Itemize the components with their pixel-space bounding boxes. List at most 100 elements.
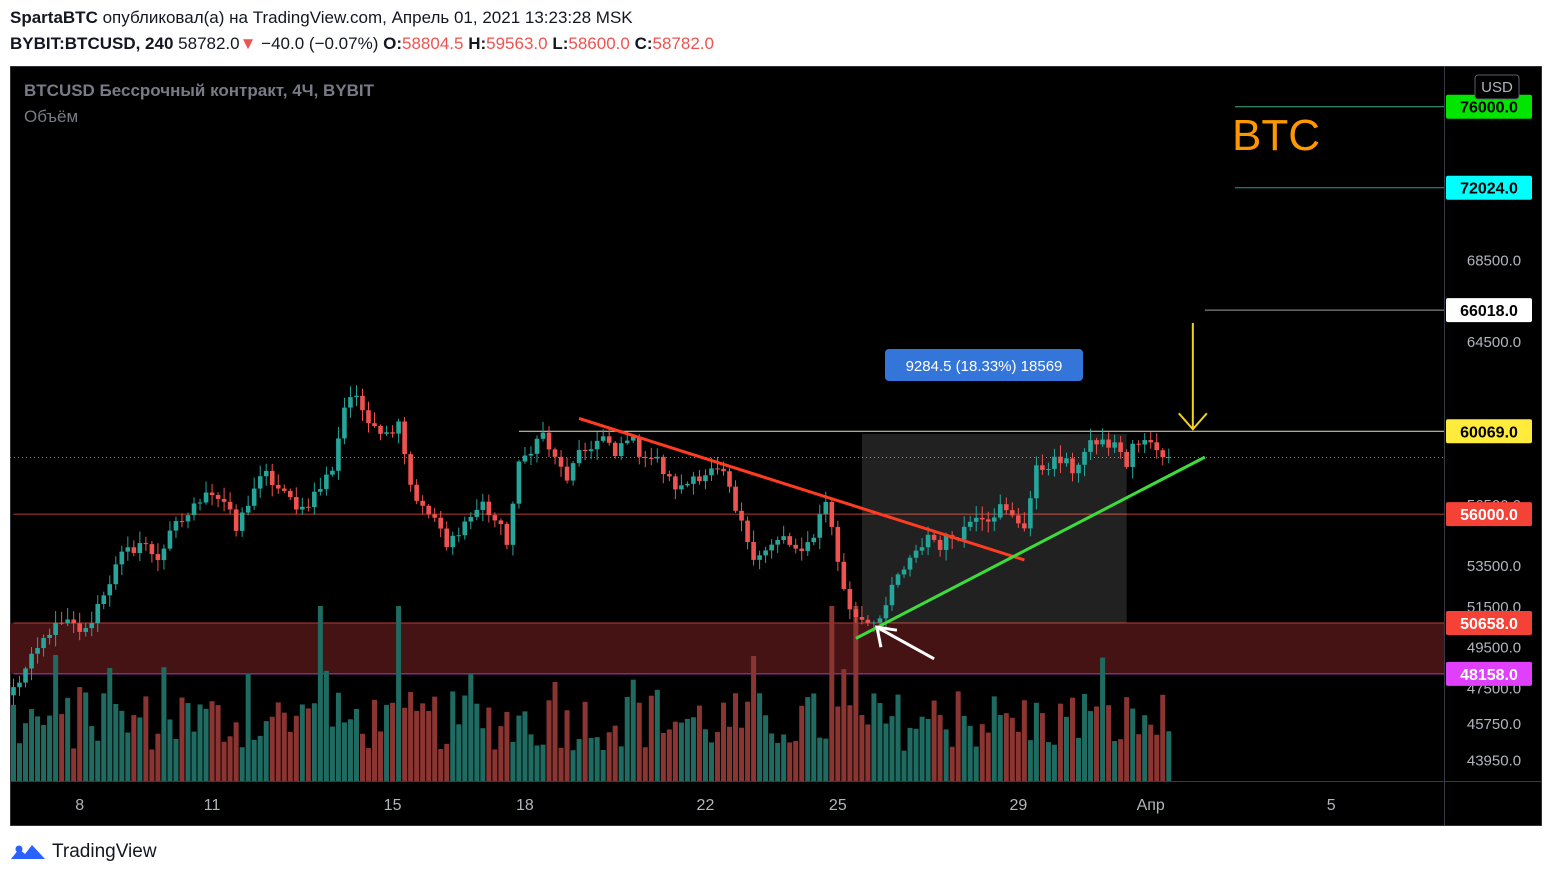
volume-bar — [666, 729, 672, 781]
candle-body — [324, 474, 329, 490]
measure-label-box[interactable] — [885, 349, 1083, 381]
volume-bar — [1027, 740, 1033, 781]
volume-bar — [714, 732, 720, 781]
x-tick-label: 8 — [75, 797, 84, 814]
volume-bar — [275, 702, 281, 781]
price-level-badge — [1446, 175, 1532, 200]
volume-bar — [522, 711, 528, 781]
chart-panel[interactable]: 43950.045750.047500.049500.051500.053500… — [10, 66, 1542, 826]
candle-body — [925, 534, 931, 548]
close-value: 58782.0 — [652, 34, 714, 53]
candle-body — [35, 648, 40, 654]
volume-bar — [654, 689, 660, 781]
candle-body — [402, 421, 407, 455]
volume-bar — [335, 692, 341, 781]
y-tick-label: 49500.0 — [1467, 640, 1521, 657]
candle-body — [336, 438, 341, 471]
volume-bar — [642, 747, 648, 781]
candle-body — [191, 503, 197, 516]
volume-bar — [347, 719, 353, 781]
volume-bar — [841, 669, 847, 781]
volume-bar — [450, 691, 456, 781]
candle-body — [877, 618, 883, 623]
publication-info: SpartaBTC опубликовал(а) на TradingView.… — [10, 8, 633, 28]
last-price: 58782.0 — [178, 34, 240, 53]
volume-bar — [119, 710, 125, 781]
candle-body — [275, 484, 281, 489]
candle-body — [444, 528, 450, 548]
volume-bar — [1142, 715, 1148, 781]
currency-button[interactable] — [1474, 74, 1520, 100]
volume-bar — [197, 704, 203, 781]
candle-body — [931, 534, 937, 540]
candle-body — [1112, 442, 1117, 448]
candle-body — [642, 456, 648, 459]
candle-body — [1136, 443, 1141, 445]
volume-bar — [925, 718, 931, 781]
candle-body — [649, 458, 654, 460]
volume-bar — [708, 742, 714, 781]
volume-bar — [510, 741, 516, 781]
price-level-badge-label: 66018.0 — [1460, 303, 1518, 320]
volume-bar — [53, 655, 59, 781]
candle-body — [149, 544, 155, 555]
candle-body — [805, 542, 811, 551]
price-level-badge-label: 76000.0 — [1460, 100, 1518, 117]
volume-bar — [263, 721, 269, 781]
volume-bar — [17, 743, 23, 781]
tradingview-logo-icon — [11, 845, 45, 859]
volume-bar — [161, 667, 167, 781]
volume-bar — [47, 715, 53, 781]
author-name[interactable]: SpartaBTC — [10, 8, 98, 27]
candle-body — [233, 509, 239, 531]
candle-body — [576, 450, 582, 464]
close-label: C: — [634, 34, 653, 53]
volume-bar — [149, 749, 155, 781]
volume-bar — [594, 737, 600, 781]
candle-body — [588, 449, 594, 452]
volume-bar — [702, 729, 708, 781]
volume-bar — [739, 727, 745, 781]
candle-body — [318, 489, 323, 492]
volume-bar — [474, 703, 480, 781]
candle-body — [47, 634, 52, 638]
candle-body — [961, 526, 967, 540]
resistance-trend-line — [578, 416, 1025, 562]
volume-bar — [432, 696, 438, 781]
volume-bar — [299, 704, 305, 781]
volume-bar — [979, 724, 985, 781]
volume-bar — [943, 729, 949, 781]
volume-bar — [329, 726, 335, 781]
volume-bar — [811, 693, 817, 781]
candle-body — [245, 505, 251, 513]
candle-body — [179, 521, 185, 523]
candle-body — [733, 486, 738, 511]
volume-bar — [877, 703, 883, 781]
candle-body — [1160, 450, 1166, 458]
volume-bar — [733, 693, 739, 781]
volume-bar — [155, 733, 161, 781]
candle-body — [661, 456, 666, 475]
volume-bar — [1106, 705, 1112, 781]
tradingview-footer[interactable]: TradingView — [10, 841, 157, 863]
candle-body — [703, 475, 708, 482]
volume-bar — [402, 707, 408, 781]
candle-body — [221, 498, 227, 502]
candle-body — [1094, 440, 1099, 445]
candle-body — [1106, 439, 1111, 448]
volume-bar — [781, 734, 787, 781]
volume-bar — [606, 732, 612, 781]
candle-body — [991, 517, 997, 522]
volume-bar — [143, 696, 149, 781]
candle-body — [1166, 457, 1172, 459]
volume-bar — [763, 715, 769, 781]
price-level-badge-label: 50658.0 — [1460, 616, 1518, 633]
volume-bar — [630, 679, 636, 781]
volume-bar — [95, 740, 101, 781]
candle-body — [636, 436, 642, 457]
volume-bar — [1136, 734, 1142, 781]
btc-annotation-text[interactable]: BTC — [1232, 111, 1320, 160]
candle-body — [582, 450, 588, 452]
volume-bar — [1063, 716, 1069, 781]
candle-body — [11, 687, 16, 696]
